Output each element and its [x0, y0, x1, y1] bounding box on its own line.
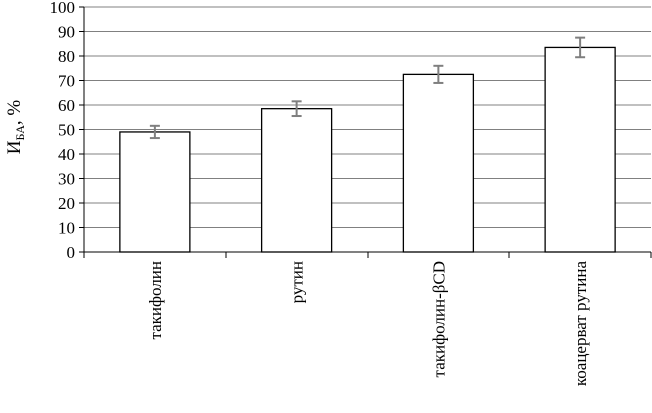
x-category-labels: такифолин рутин такифолин-βCD коацерват рут…: [146, 261, 590, 387]
y-tick-label-10: 10: [58, 219, 75, 238]
axes: [79, 6, 652, 258]
error-bar-1: [291, 100, 302, 118]
x-category-label-2: такифолин-βCD: [429, 261, 448, 377]
y-tick-label-40: 40: [58, 145, 75, 164]
y-tick-label-70: 70: [58, 72, 75, 91]
y-axis-title: ИБА, %: [4, 100, 27, 155]
y-tick-label-50: 50: [58, 121, 75, 140]
x-category-label-3: коацерват рутина: [571, 261, 590, 387]
x-category-label-0: такифолин: [146, 261, 165, 340]
y-axis-title-subscript: БА: [13, 125, 27, 141]
y-tick-label-90: 90: [58, 23, 75, 42]
y-tick-labels: 0 10 20 30 40 50 60 70 80 90 100: [50, 0, 76, 262]
error-bar-3: [575, 36, 586, 59]
y-tick-label-100: 100: [50, 0, 76, 17]
error-bar-2: [433, 64, 444, 84]
y-axis-title-suffix: , %: [4, 100, 25, 126]
y-tick-label-20: 20: [58, 194, 75, 213]
y-tick-label-80: 80: [58, 47, 75, 66]
bars: [119, 46, 616, 253]
y-axis-title-main: И: [4, 140, 25, 154]
y-tick-label-30: 30: [58, 170, 75, 189]
y-tick-label-0: 0: [67, 243, 76, 262]
bar-0: [119, 131, 191, 253]
error-bars: [149, 36, 586, 140]
bar-1: [260, 108, 333, 253]
x-category-label-1: рутин: [288, 261, 307, 303]
y-tick-label-60: 60: [58, 96, 75, 115]
error-bar-0: [149, 124, 160, 140]
bar-3: [544, 46, 616, 253]
bar-2: [402, 73, 475, 253]
